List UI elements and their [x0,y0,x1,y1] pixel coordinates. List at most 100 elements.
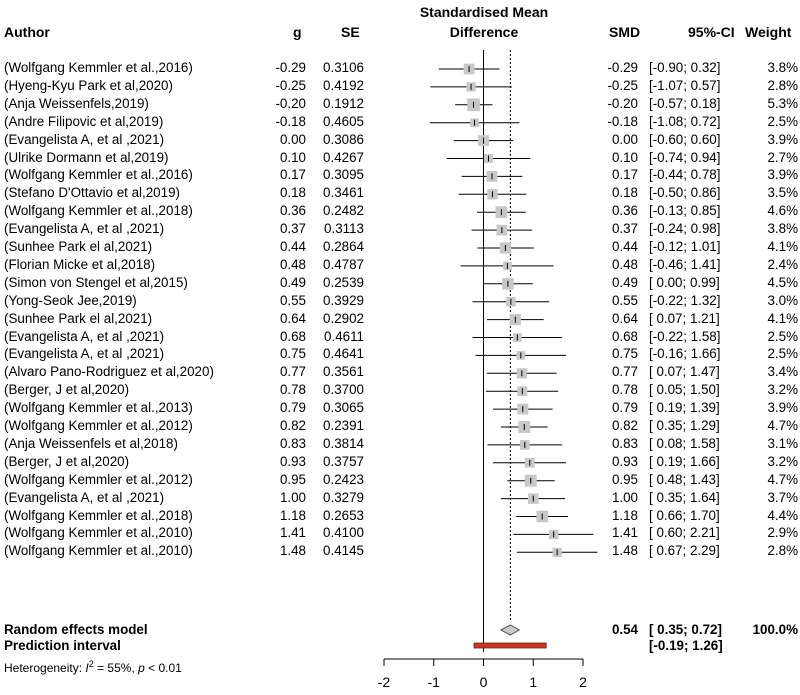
heterogeneity-p: p [138,661,145,675]
study-author: (Florian Micke et al,2018) [4,256,156,272]
study-g: -0.29 [275,60,306,75]
study-g: 0.75 [279,346,306,362]
study-author: (Berger, J et al,2020) [4,382,130,398]
study-author: (Alvaro Pano-Rodriguez et al,2020) [4,364,214,380]
study-g: 0.93 [279,453,306,469]
study-weight: 3.9% [767,167,798,183]
header-weight: Weight [745,24,792,40]
study-weight: 2.5% [767,113,798,129]
study-g: 0.10 [279,149,306,165]
study-ci: [ 0.07; 1.21] [649,310,720,326]
study-se: 0.3814 [323,435,364,451]
study-g: 0.48 [279,256,306,272]
study-weight: 2.8% [767,543,798,559]
prediction-interval-ci: [-0.19; 1.26] [649,638,723,653]
study-g: -0.25 [275,77,306,93]
study-ci: [-0.50; 0.86] [649,185,721,201]
study-ci: [ 0.48; 1.43] [649,471,720,487]
study-smd: 0.10 [611,149,638,165]
study-g: 0.83 [279,435,306,451]
header-plot-line2: Difference [449,24,519,40]
study-g: 1.18 [279,507,306,523]
study-weight: 3.7% [767,489,798,505]
heterogeneity-i: I [85,661,89,675]
study-smd: 0.93 [611,453,638,469]
study-author: (Sunhee Park el al,2021) [4,239,153,254]
study-weight: 5.3% [767,95,798,111]
study-author: (Wolfgang Kemmler et al.,2018) [4,507,193,523]
study-weight: 3.9% [767,131,798,147]
study-g: 0.68 [279,328,306,344]
heterogeneity-i2-value: = 55%, [93,661,139,675]
study-author: (Yong-Seok Jee,2019) [4,292,137,308]
study-smd: -0.20 [607,95,638,111]
study-weight: 2.9% [767,525,798,541]
heterogeneity-p-value: < 0.01 [144,661,182,675]
study-weight: 2.4% [767,256,798,272]
study-ci: [ 0.05; 1.50] [649,382,720,398]
study-author: (Anja Weissenfels,2019) [4,95,149,111]
study-ci: [ 0.35; 1.29] [649,418,720,433]
study-ci: [-0.46; 1.41] [649,256,721,272]
study-smd: 0.78 [611,382,638,398]
study-author: (Wolfgang Kemmler et al.,2010) [4,525,193,541]
header-plot-line1: Standardised Mean [419,4,549,20]
study-weight: 3.1% [767,435,798,451]
study-ci: [-0.22; 1.32] [649,292,721,308]
prediction-interval-label: Prediction interval [4,638,121,653]
study-g: 0.95 [279,471,306,487]
study-smd: 0.44 [611,239,638,254]
study-author: (Evangelista A, et al ,2021) [4,221,165,237]
study-ci: [ 0.67; 2.29] [649,543,720,559]
study-se: 0.4267 [323,149,364,165]
study-se: 0.4100 [323,525,364,541]
study-g: 0.77 [279,364,306,380]
study-g: -0.20 [275,95,306,111]
study-se: 0.2482 [323,203,364,219]
study-ci: [ 0.19; 1.39] [649,400,720,416]
study-author: (Sunhee Park el al,2021) [4,310,153,326]
study-smd: 0.55 [611,292,638,308]
study-se: 0.2391 [323,418,364,433]
study-ci: [-0.74; 0.94] [649,149,721,165]
study-author: (Wolfgang Kemmler et al.,2012) [4,471,193,487]
study-author: (Simon von Stengel et al,2015) [4,274,188,290]
study-g: 0.79 [279,400,306,416]
study-g: 0.49 [279,274,306,290]
study-weight: 4.5% [767,274,798,290]
study-g: 1.00 [279,489,306,505]
study-author: (Andre Filipovic et al,2019) [4,113,164,129]
study-author: (Evangelista A, et al ,2021) [4,328,165,344]
study-smd: 0.77 [611,364,638,380]
study-se: 0.2423 [323,471,364,487]
study-se: 0.4641 [323,346,364,362]
study-g: 0.78 [279,382,306,398]
study-weight: 4.7% [767,418,798,433]
study-author: (Stefano D'Ottavio et al,2019) [4,185,180,201]
study-ci: [-0.13; 0.85] [649,203,721,219]
study-weight: 3.8% [767,221,798,237]
study-ci: [-0.12; 1.01] [649,239,721,254]
study-se: 0.2902 [323,310,364,326]
study-author: (Hyeng-Kyu Park et al,2020) [4,77,173,93]
x-tick-label: -2 [378,674,391,690]
study-weight: 4.4% [767,507,798,523]
study-smd: 1.00 [611,489,638,505]
prediction-interval-bar [473,642,547,649]
study-weight: 3.2% [767,453,798,469]
study-smd: -0.29 [607,60,638,75]
study-smd: 1.18 [611,507,638,523]
study-smd: 0.75 [611,346,638,362]
study-weight: 2.8% [767,77,798,93]
study-weight: 3.4% [767,364,798,380]
study-ci: [ 0.07; 1.47] [649,364,720,380]
study-smd: 0.82 [611,418,638,433]
study-ci: [ 0.35; 1.64] [649,489,720,505]
study-se: 0.3757 [323,453,364,469]
study-weight: 4.7% [767,471,798,487]
study-se: 0.3700 [323,382,364,398]
summary-diamond [499,624,521,636]
header-se: SE [341,24,360,40]
random-effects-smd: 0.54 [611,622,638,637]
